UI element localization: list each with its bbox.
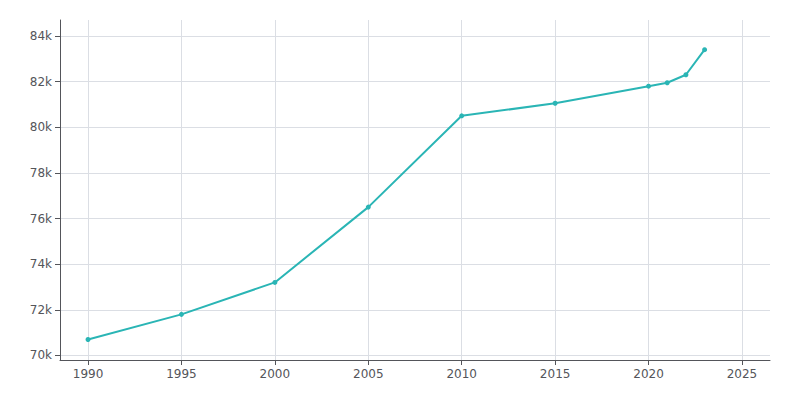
svg-text:1995: 1995 [166, 367, 197, 381]
svg-text:2015: 2015 [540, 367, 571, 381]
svg-text:80k: 80k [30, 120, 52, 134]
svg-text:2025: 2025 [727, 367, 758, 381]
svg-text:2020: 2020 [633, 367, 664, 381]
svg-text:1990: 1990 [73, 367, 104, 381]
svg-text:74k: 74k [30, 257, 52, 271]
svg-text:82k: 82k [30, 75, 52, 89]
svg-text:2010: 2010 [446, 367, 477, 381]
svg-text:2005: 2005 [353, 367, 384, 381]
svg-text:78k: 78k [30, 166, 52, 180]
svg-text:70k: 70k [30, 348, 52, 362]
svg-text:84k: 84k [30, 29, 52, 43]
svg-text:76k: 76k [30, 212, 52, 226]
svg-text:2000: 2000 [260, 367, 291, 381]
svg-text:72k: 72k [30, 303, 52, 317]
